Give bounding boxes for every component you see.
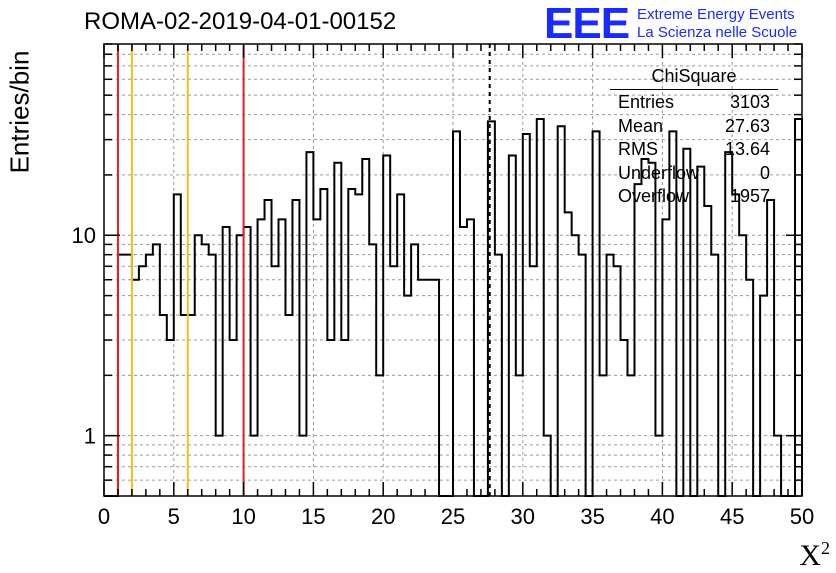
x-tick-label: 20 — [371, 504, 395, 529]
histogram-bin — [313, 219, 320, 496]
histogram-bin — [460, 227, 467, 496]
y-axis-label: Entries/bin — [4, 50, 35, 174]
logo-line-1: Extreme Energy Events — [637, 6, 795, 23]
stats-row-overflow: Overflow 1957 — [610, 185, 778, 209]
x-tick-label: 0 — [98, 504, 110, 529]
x-axis-label: X2 — [799, 538, 830, 573]
x-tick-label: 30 — [511, 504, 535, 529]
histogram-bin — [648, 163, 655, 496]
histogram-bin — [558, 126, 565, 496]
tick-labels: 0 5 10 15 20 25 30 35 40 45 50 1 10 — [72, 223, 815, 529]
x-tick-label: 25 — [441, 504, 465, 529]
x-tick-label: 45 — [720, 504, 744, 529]
histogram-bin — [139, 266, 146, 496]
x-tick-label: 15 — [301, 504, 325, 529]
histogram-bin — [195, 235, 202, 496]
histogram-bin — [355, 194, 362, 496]
histogram-bin — [230, 340, 237, 496]
x-tick-label: 50 — [790, 504, 814, 529]
histogram-bin — [411, 244, 418, 496]
histogram-bin — [732, 194, 739, 496]
x-tick-label: 10 — [231, 504, 255, 529]
stats-value: 27.63 — [724, 115, 770, 136]
histogram-bin — [432, 280, 439, 496]
eee-logo: EEE Extreme Energy Events La Scienza nel… — [544, 0, 797, 48]
stats-label: Overflow — [618, 186, 690, 206]
histogram-bin — [188, 315, 195, 496]
histogram-bin — [746, 280, 753, 496]
histogram-bin — [362, 159, 369, 496]
histogram-bin — [572, 235, 579, 496]
histogram-bin — [132, 280, 139, 496]
histogram-bin — [662, 219, 669, 496]
histogram-bin — [327, 340, 334, 496]
histogram-bin — [453, 131, 460, 496]
stats-value: 0 — [759, 162, 770, 183]
histogram-bin — [244, 227, 251, 496]
histogram-bin — [390, 266, 397, 496]
histogram-bin — [739, 235, 746, 496]
stats-label: Entries — [618, 92, 675, 112]
histogram-bin — [223, 227, 230, 496]
x-tick-label: 40 — [650, 504, 674, 529]
stats-value: 3103 — [729, 92, 770, 112]
histogram-bin — [341, 340, 348, 496]
histogram-bin — [167, 340, 174, 496]
histogram-bin — [418, 280, 425, 496]
axes-frame — [103, 43, 803, 497]
marker-lines — [116, 44, 491, 496]
histogram-bin — [397, 194, 404, 496]
stats-row-rms: RMS 13.64 — [610, 138, 778, 162]
stats-row-underflow: Underflow 0 — [610, 162, 778, 186]
histogram-bin — [174, 194, 181, 496]
histogram-bin — [760, 296, 767, 496]
histogram-bin — [621, 340, 628, 496]
stats-label: Mean — [618, 115, 664, 136]
histogram-bin — [537, 119, 544, 496]
stats-label: RMS — [618, 139, 658, 159]
histogram-bin — [285, 315, 292, 496]
x-axis-label-superscript: 2 — [821, 538, 830, 558]
stats-row-entries: Entries 3103 — [610, 91, 778, 115]
histogram-bin — [258, 219, 265, 496]
histogram-bin — [704, 206, 711, 496]
histogram-bin — [467, 219, 474, 496]
y-tick-label: 1 — [84, 424, 96, 449]
stats-row-mean: Mean 27.63 — [610, 115, 778, 139]
histogram-bin — [404, 296, 411, 496]
y-tick-label: 10 — [72, 223, 96, 248]
histogram-bin — [237, 235, 244, 496]
histogram-bin — [697, 167, 704, 496]
stats-value: 1957 — [729, 186, 770, 206]
stats-value: 13.64 — [724, 139, 770, 159]
logo-text: Extreme Energy Events La Scienza nelle S… — [637, 6, 797, 42]
x-tick-label: 35 — [580, 504, 604, 529]
histogram-bin — [425, 280, 432, 496]
histogram-bin — [530, 266, 537, 496]
logo-mark: EEE — [544, 0, 630, 48]
stats-label: Underflow — [618, 162, 700, 183]
histogram-bars — [104, 118, 803, 497]
histogram-bin — [614, 266, 621, 496]
histogram-bin — [272, 266, 279, 496]
logo-line-2: La Scienza nelle Scuole — [637, 24, 798, 41]
histogram-bin — [641, 159, 648, 496]
histogram-bin — [160, 315, 167, 496]
stats-title: ChiSquare — [610, 66, 778, 90]
histogram-outline — [104, 118, 803, 497]
x-axis-label-text: X — [799, 539, 821, 572]
histogram-bin — [202, 244, 209, 496]
run-title: ROMA-02-2019-04-01-00152 — [84, 8, 397, 35]
x-tick-label: 5 — [168, 504, 180, 529]
stats-box: ChiSquare Entries 3103 Mean 27.63 RMS 13.64… — [610, 66, 778, 209]
histogram-bin — [334, 163, 341, 496]
histogram-bin — [181, 315, 188, 496]
histogram-bin — [279, 219, 286, 496]
histogram-bin — [153, 244, 160, 496]
histogram-bin — [369, 244, 376, 496]
histogram-bin — [593, 131, 600, 496]
